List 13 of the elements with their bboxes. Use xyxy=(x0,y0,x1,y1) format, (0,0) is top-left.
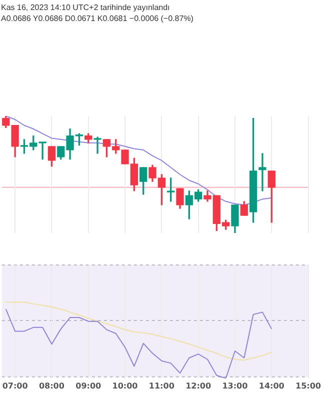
chart-subtitle: A0.0686 Y0.0686 D0.0671 K0.0681 −0.0006 (−0.87%) xyxy=(1,13,194,24)
chart-title: Kas 16, 2023 14:10 UTC+2 tarihinde yayınlandı xyxy=(1,2,171,13)
x-tick-label: 11:00 xyxy=(148,381,175,390)
x-tick-label: 15:00 xyxy=(296,381,322,390)
x-tick-label: 07:00 xyxy=(2,381,28,390)
x-tick-label: 14:00 xyxy=(258,381,285,390)
x-tick-label: 12:00 xyxy=(186,381,212,390)
x-tick-label: 08:00 xyxy=(38,381,65,390)
candlestick xyxy=(94,136,102,154)
x-tick-label: 10:00 xyxy=(112,381,138,390)
x-tick-label: 13:00 xyxy=(222,381,248,390)
candlestick xyxy=(258,153,266,192)
x-tick-label: 09:00 xyxy=(76,381,102,390)
